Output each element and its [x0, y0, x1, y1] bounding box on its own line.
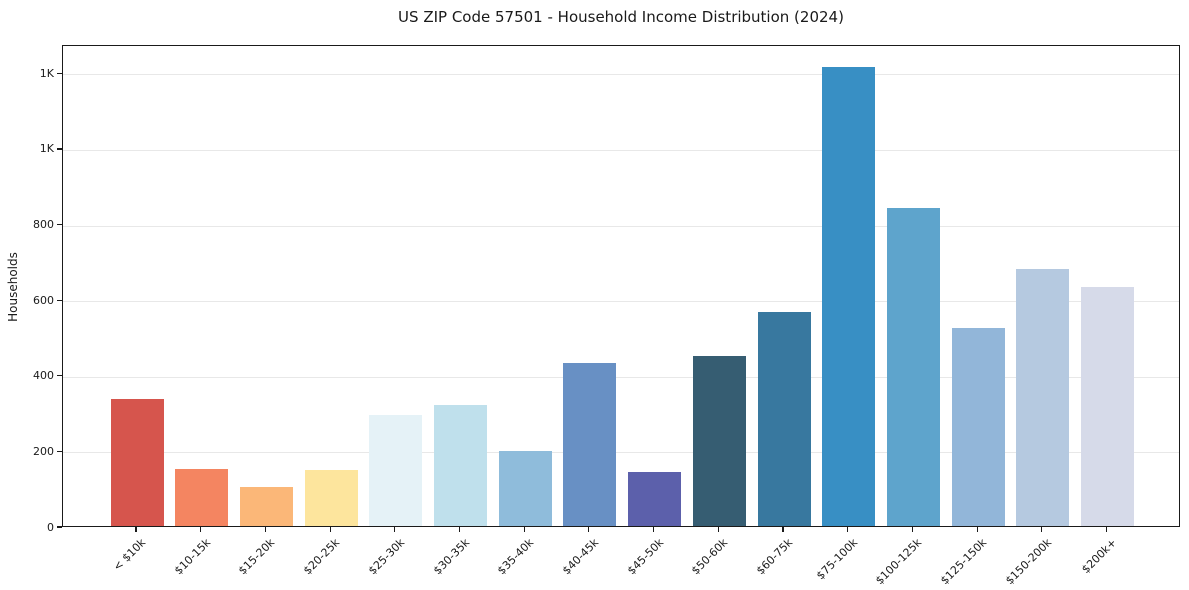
x-tick-mark: [135, 527, 137, 532]
plot-area: [62, 45, 1180, 527]
gridline: [63, 74, 1179, 76]
x-tick-mark: [588, 527, 590, 532]
bar-$60-75k: [757, 312, 811, 526]
x-tick-mark: [200, 527, 202, 532]
x-tick-mark: [847, 527, 849, 532]
x-tick-mark: [976, 527, 978, 532]
y-tick-label: 600: [33, 293, 54, 307]
bar-$20-25k: [304, 469, 358, 526]
x-tick-label: $35-40k: [495, 536, 537, 578]
x-tick-label: $20-25k: [301, 536, 343, 578]
gridline: [63, 452, 1179, 454]
bar-$50-60k: [692, 355, 746, 526]
x-tick-mark: [717, 527, 719, 532]
x-tick-mark: [1041, 527, 1043, 532]
x-tick-mark: [1105, 527, 1108, 532]
x-tick-label: $150-200k: [1002, 536, 1054, 588]
y-tick-mark: [57, 375, 62, 377]
y-tick-label: 200: [33, 444, 54, 458]
x-tick-label: $45-50k: [624, 536, 666, 578]
x-tick-label: $15-20k: [236, 536, 278, 578]
bar-$35-40k: [498, 451, 552, 526]
chart-title: US ZIP Code 57501 - Household Income Dis…: [398, 8, 844, 26]
y-tick-mark: [57, 148, 62, 150]
y-tick-mark: [57, 450, 62, 452]
x-tick-mark: [653, 527, 655, 532]
bar-$200k+: [1081, 287, 1134, 526]
y-tick-mark: [57, 526, 62, 528]
x-tick-label: < $10k: [110, 536, 149, 574]
bar-$150-200k: [1016, 268, 1070, 526]
x-tick-label: $75-100k: [813, 536, 860, 583]
y-axis-label: Households: [6, 252, 20, 322]
x-tick-label: $30-35k: [430, 536, 472, 578]
x-tick-label: $40-45k: [559, 536, 602, 578]
bar-$10-15k: [175, 468, 229, 526]
gridline: [63, 301, 1179, 303]
y-tick-mark: [57, 299, 62, 301]
x-tick-mark: [329, 527, 331, 532]
x-tick-mark: [394, 527, 396, 532]
x-tick-mark: [264, 527, 266, 532]
x-tick-mark: [458, 527, 461, 532]
bar-$30-35k: [434, 404, 487, 526]
y-tick-label: 1K: [39, 142, 54, 156]
gridline: [63, 149, 1179, 151]
x-tick-label: $125-150k: [938, 536, 990, 588]
x-tick-label: $50-60k: [689, 536, 731, 578]
x-tick-label: $200k+: [1078, 536, 1119, 577]
bar-$25-30k: [369, 414, 423, 526]
x-tick-label: $25-30k: [365, 536, 407, 578]
bar-$75-100k: [822, 67, 876, 526]
bar-$100-125k: [886, 207, 940, 526]
y-tick-label: 1K: [39, 66, 54, 80]
bar-< $10k: [110, 399, 164, 526]
bar-$125-150k: [951, 328, 1005, 526]
y-tick-label: 800: [33, 218, 54, 232]
bar-$45-50k: [628, 471, 682, 526]
x-tick-label: $10-15k: [171, 536, 213, 578]
gridline: [63, 376, 1179, 378]
x-tick-label: $100-125k: [873, 536, 925, 588]
x-tick-mark: [911, 527, 913, 532]
y-tick-label: 0: [47, 520, 54, 534]
gridline: [63, 225, 1179, 227]
y-tick-label: 400: [33, 369, 54, 383]
x-tick-mark: [523, 527, 525, 532]
y-tick-mark: [57, 223, 62, 226]
y-tick-mark: [57, 72, 62, 74]
x-tick-label: $60-75k: [753, 536, 796, 578]
x-tick-mark: [782, 527, 784, 532]
bar-$40-45k: [563, 362, 617, 526]
bar-$15-20k: [239, 486, 293, 526]
